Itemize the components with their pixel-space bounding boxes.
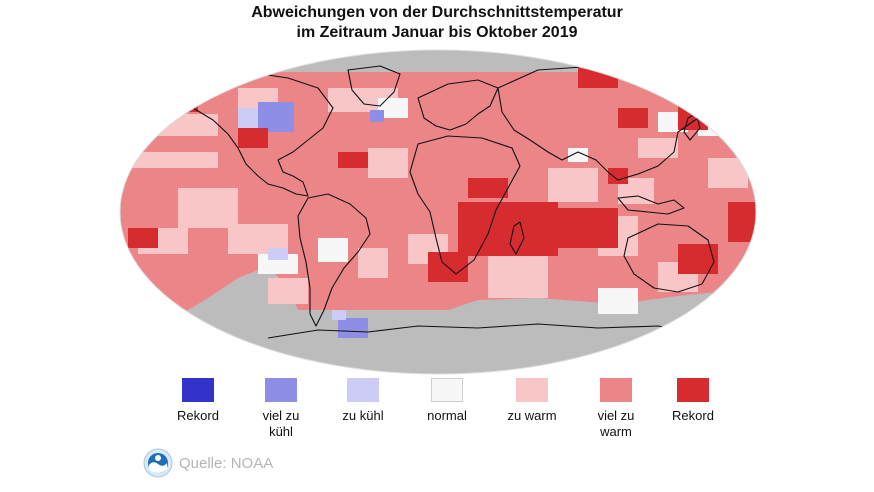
- legend-swatch-much-colder: [265, 378, 297, 402]
- legend-swatch-much-warmer: [600, 378, 632, 402]
- south-america-outline: [297, 193, 371, 327]
- legend-item-warmer: zu warm: [487, 378, 577, 424]
- legend-item-normal: normal: [402, 378, 492, 424]
- indonesia-outline: [617, 195, 685, 215]
- legend-label: Rekord: [177, 408, 219, 423]
- antarctica-outline: [267, 323, 709, 339]
- africa-outline: [409, 135, 521, 275]
- title-line-2: im Zeitraum Januar bis Oktober 2019: [296, 24, 578, 41]
- noaa-logo-icon: [143, 448, 173, 478]
- legend-label: normal: [427, 408, 467, 423]
- southern-ocean-no-data: [448, 288, 756, 310]
- europe-outline: [417, 79, 499, 131]
- legend-swatch-record-cold: [182, 378, 214, 402]
- legend-swatch-warmer: [516, 378, 548, 402]
- legend-item-record-cold: Rekord: [153, 378, 243, 424]
- greenland-outline: [347, 65, 401, 107]
- antarctic-no-data: [120, 310, 756, 374]
- arctic-no-data: [120, 50, 756, 72]
- new-zealand-outline: [721, 281, 739, 311]
- legend-swatch-colder: [347, 378, 379, 402]
- legend-label: zu warm: [507, 408, 557, 423]
- globe-outline: [119, 49, 757, 375]
- legend-label: viel zu kühl: [262, 408, 300, 439]
- world-temperature-map: [118, 48, 758, 376]
- legend-swatch-normal: [431, 378, 463, 402]
- australia-outline: [623, 223, 715, 293]
- warm-areas: [128, 88, 748, 304]
- legend-label: zu kühl: [342, 408, 384, 423]
- legend-item-record-warm: Rekord: [648, 378, 738, 424]
- legend-label: viel zu warm: [597, 408, 635, 439]
- map-title: Abweichungen von der Durchschnittstemper…: [0, 3, 874, 43]
- legend-swatch-record-warm: [677, 378, 709, 402]
- legend: Rekord viel zu kühl zu kühl normal zu wa…: [0, 378, 874, 448]
- title-line-1: Abweichungen von der Durchschnittstemper…: [251, 4, 623, 21]
- legend-item-much-colder: viel zu kühl: [236, 378, 326, 440]
- source-credit: Quelle: NOAA: [143, 448, 273, 478]
- legend-item-much-warmer: viel zu warm: [571, 378, 661, 440]
- source-text: Quelle: NOAA: [179, 454, 274, 472]
- legend-label: Rekord: [672, 408, 714, 423]
- madagascar-outline: [509, 221, 525, 255]
- map-svg: [119, 49, 757, 375]
- legend-item-colder: zu kühl: [318, 378, 408, 424]
- north-america-outline: [177, 71, 334, 197]
- cool-areas: [238, 102, 384, 338]
